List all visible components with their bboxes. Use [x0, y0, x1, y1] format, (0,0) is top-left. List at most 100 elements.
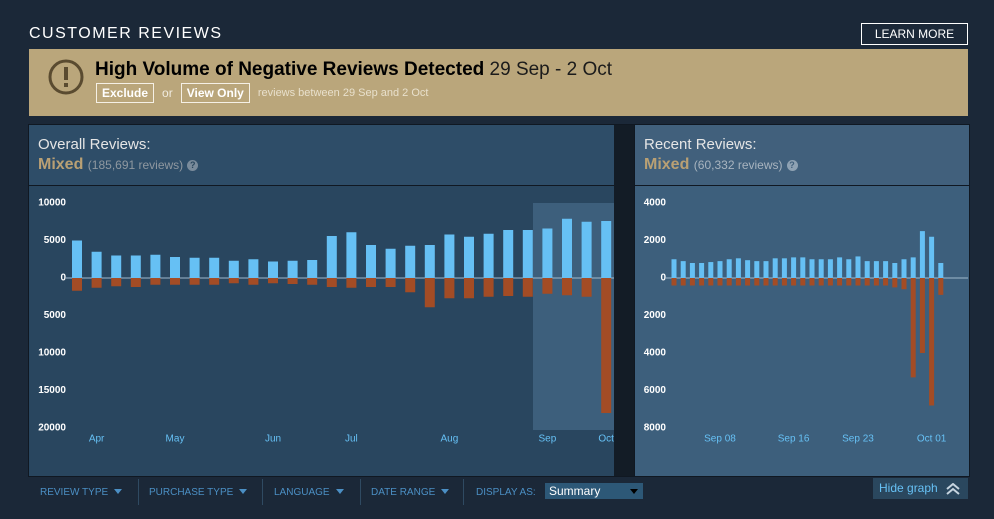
- bar: [522, 230, 533, 278]
- bar: [91, 251, 102, 278]
- bar: [601, 278, 612, 413]
- bar: [892, 263, 898, 278]
- button-label: Hide graph: [879, 481, 938, 495]
- purchase-type-filter[interactable]: PURCHASE TYPE: [149, 487, 248, 498]
- display-as-label: DISPLAY AS:: [476, 487, 536, 498]
- bar: [910, 278, 916, 378]
- x-tick-label: Oct: [598, 434, 614, 445]
- bar: [405, 278, 416, 293]
- overall-heading: Overall Reviews:: [38, 136, 151, 153]
- bar: [228, 260, 239, 278]
- y-tick-label: 4000: [644, 198, 667, 209]
- filter-label: PURCHASE TYPE: [149, 487, 234, 498]
- y-tick-label: 15000: [38, 385, 66, 396]
- bar: [699, 263, 705, 278]
- bar: [150, 254, 161, 278]
- bar: [781, 258, 787, 278]
- x-tick-label: Sep: [539, 434, 557, 445]
- learn-more-button[interactable]: LEARN MORE: [861, 23, 968, 45]
- bar: [671, 278, 677, 286]
- bar: [809, 259, 815, 278]
- y-tick-label: 5000: [44, 235, 67, 246]
- display-select[interactable]: Summary: [545, 483, 643, 499]
- bar: [708, 278, 714, 286]
- recent-chart-bg: [635, 186, 969, 476]
- bar: [772, 278, 778, 286]
- bar: [699, 278, 705, 286]
- date-range-filter[interactable]: DATE RANGE: [371, 487, 450, 498]
- warning-icon: [48, 59, 84, 95]
- bar: [542, 228, 553, 278]
- overall-rating: Mixed: [38, 156, 84, 173]
- bar: [209, 278, 220, 285]
- y-tick-label: 20000: [38, 423, 66, 434]
- bar: [562, 278, 572, 296]
- bar: [385, 248, 396, 278]
- x-tick-label: Sep 08: [704, 434, 736, 445]
- bar: [111, 255, 122, 278]
- bar: [919, 231, 925, 278]
- bar: [901, 278, 907, 290]
- bar: [864, 261, 870, 278]
- y-tick-label: 6000: [644, 385, 667, 396]
- bar: [522, 278, 533, 297]
- bar: [287, 278, 298, 284]
- hide-graph-button[interactable]: Hide graph: [873, 478, 968, 499]
- bar: [444, 278, 455, 299]
- bar: [366, 245, 376, 278]
- help-icon[interactable]: ?: [786, 160, 798, 171]
- bar: [248, 278, 259, 285]
- view-only-button[interactable]: View Only: [180, 83, 250, 103]
- bar: [883, 278, 889, 286]
- bar: [307, 278, 318, 285]
- bar: [503, 278, 514, 296]
- review-type-filter[interactable]: REVIEW TYPE: [40, 487, 123, 498]
- bar: [827, 278, 833, 286]
- y-tick-label: 10000: [38, 198, 66, 209]
- bar: [929, 278, 935, 406]
- bar: [745, 260, 751, 278]
- bar: [837, 257, 843, 278]
- bar: [818, 278, 824, 286]
- bar: [910, 257, 916, 278]
- bar: [170, 278, 180, 285]
- y-tick-label: 8000: [644, 423, 667, 434]
- bar: [326, 236, 337, 278]
- help-icon[interactable]: ?: [187, 160, 199, 171]
- x-tick-label: Jul: [345, 434, 358, 445]
- bar: [464, 278, 474, 299]
- bar: [189, 278, 200, 285]
- bar: [209, 257, 220, 278]
- bar: [717, 261, 723, 278]
- bar: [717, 278, 723, 286]
- bar: [791, 278, 797, 286]
- bar: [726, 259, 732, 278]
- bar: [689, 278, 695, 286]
- language-filter[interactable]: LANGUAGE: [274, 487, 344, 498]
- alert-banner: High Volume of Negative Reviews Detected…: [29, 49, 968, 116]
- bar: [846, 278, 852, 286]
- x-tick-label: Sep 23: [842, 434, 874, 445]
- bar: [424, 245, 435, 278]
- alert-title: High Volume of Negative Reviews Detected: [95, 59, 485, 80]
- bar: [772, 258, 778, 278]
- bar: [837, 278, 843, 286]
- exclude-button[interactable]: Exclude: [96, 83, 155, 103]
- bar: [346, 278, 357, 288]
- chevron-icon: [946, 483, 960, 495]
- bar: [938, 263, 944, 278]
- bar: [671, 259, 677, 278]
- overall-summary: Mixed (185,691 reviews)?: [38, 156, 199, 174]
- bar: [855, 278, 861, 286]
- bar: [873, 261, 879, 278]
- x-tick-label: May: [166, 434, 185, 445]
- bar: [754, 278, 760, 286]
- y-tick-label: 2000: [644, 310, 667, 321]
- y-tick-label: 2000: [644, 235, 667, 246]
- bar: [111, 278, 122, 287]
- bar: [268, 278, 278, 284]
- bar: [800, 257, 806, 278]
- bar: [542, 278, 553, 294]
- bar: [735, 278, 741, 286]
